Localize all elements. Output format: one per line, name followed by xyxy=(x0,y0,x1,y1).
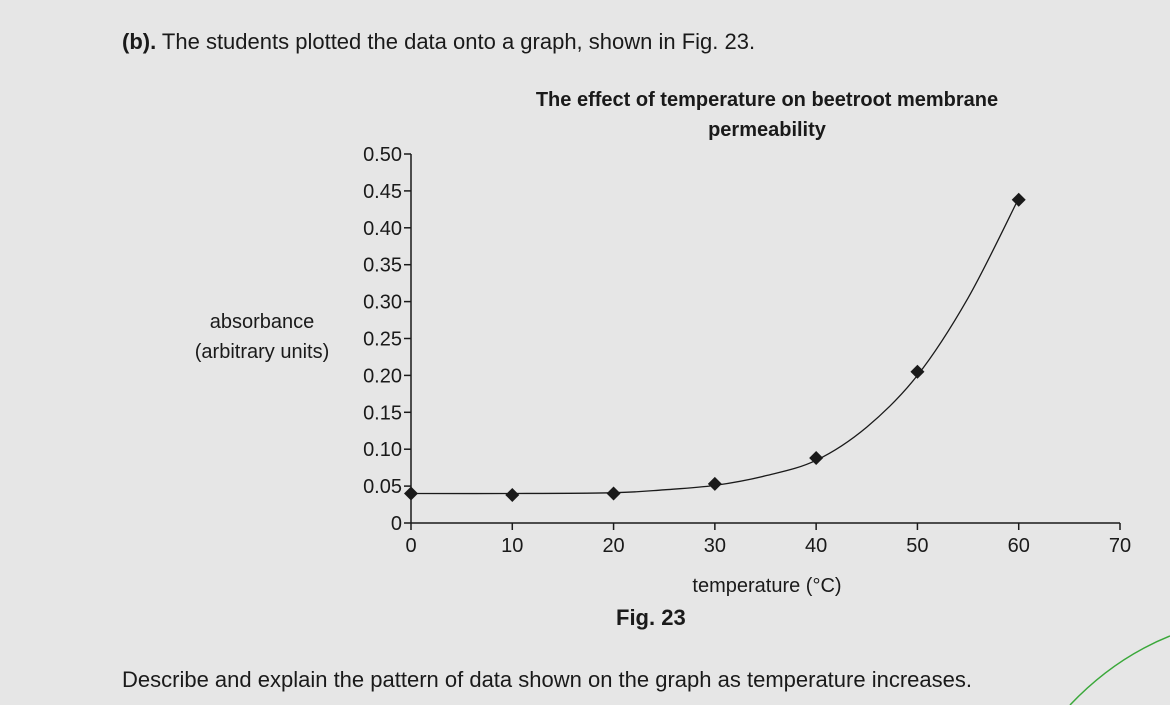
x-tick-label: 20 xyxy=(602,535,624,557)
question-body: The students plotted the data onto a gra… xyxy=(156,29,756,54)
y-tick-label: 0.50 xyxy=(363,144,402,166)
y-tick-label: 0.15 xyxy=(363,402,402,424)
x-tick-label: 10 xyxy=(501,535,523,557)
y-tick-label: 0 xyxy=(391,513,402,535)
data-point-diamond xyxy=(404,486,418,501)
y-tick-label: 0.45 xyxy=(363,181,402,203)
y-tick-label: 0.35 xyxy=(363,255,402,277)
x-tick-label: 60 xyxy=(1008,535,1030,557)
y-axis-label-line-1: absorbance xyxy=(210,311,315,333)
x-tick-label: 0 xyxy=(405,535,416,557)
chart-title-line-2: permeability xyxy=(708,119,827,141)
data-point-diamond xyxy=(910,364,925,379)
y-axis-label-line-2: (arbitrary units) xyxy=(195,341,329,363)
figure-caption: Fig. 23 xyxy=(616,605,686,630)
data-point-diamond xyxy=(1011,192,1026,207)
question-text: (b). The students plotted the data onto … xyxy=(122,27,755,57)
annotation-stroke xyxy=(1069,635,1170,705)
trend-curve xyxy=(410,198,1020,495)
data-point-diamond xyxy=(809,451,824,466)
x-ticks: 0 10 20 30 40 50 60 70 xyxy=(405,523,1131,557)
data-point-diamond xyxy=(505,487,520,502)
x-tick-label: 40 xyxy=(805,535,827,557)
data-point-diamond xyxy=(707,476,722,491)
y-ticks: 0 0.05 0.10 0.15 0.20 0.25 0.30 0.35 0.40 0.45 0.5… xyxy=(363,144,411,535)
y-tick-label: 0.40 xyxy=(363,218,402,240)
chart-title-line-1: The effect of temperature on beetroot me… xyxy=(536,89,998,111)
y-tick-label: 0.25 xyxy=(363,329,402,351)
question-part-label: (b). xyxy=(122,29,157,54)
data-points xyxy=(404,192,1026,502)
x-tick-label: 70 xyxy=(1109,535,1131,557)
x-tick-label: 50 xyxy=(906,535,928,557)
x-axis-label: temperature (°C) xyxy=(692,575,841,597)
y-tick-label: 0.20 xyxy=(363,365,402,387)
y-tick-label: 0.30 xyxy=(363,292,402,314)
y-tick-label: 0.10 xyxy=(363,439,402,461)
prompt-text: Describe and explain the pattern of data… xyxy=(122,667,972,692)
x-tick-label: 30 xyxy=(704,535,726,557)
y-tick-label: 0.05 xyxy=(363,476,402,498)
data-point-diamond xyxy=(606,486,621,501)
